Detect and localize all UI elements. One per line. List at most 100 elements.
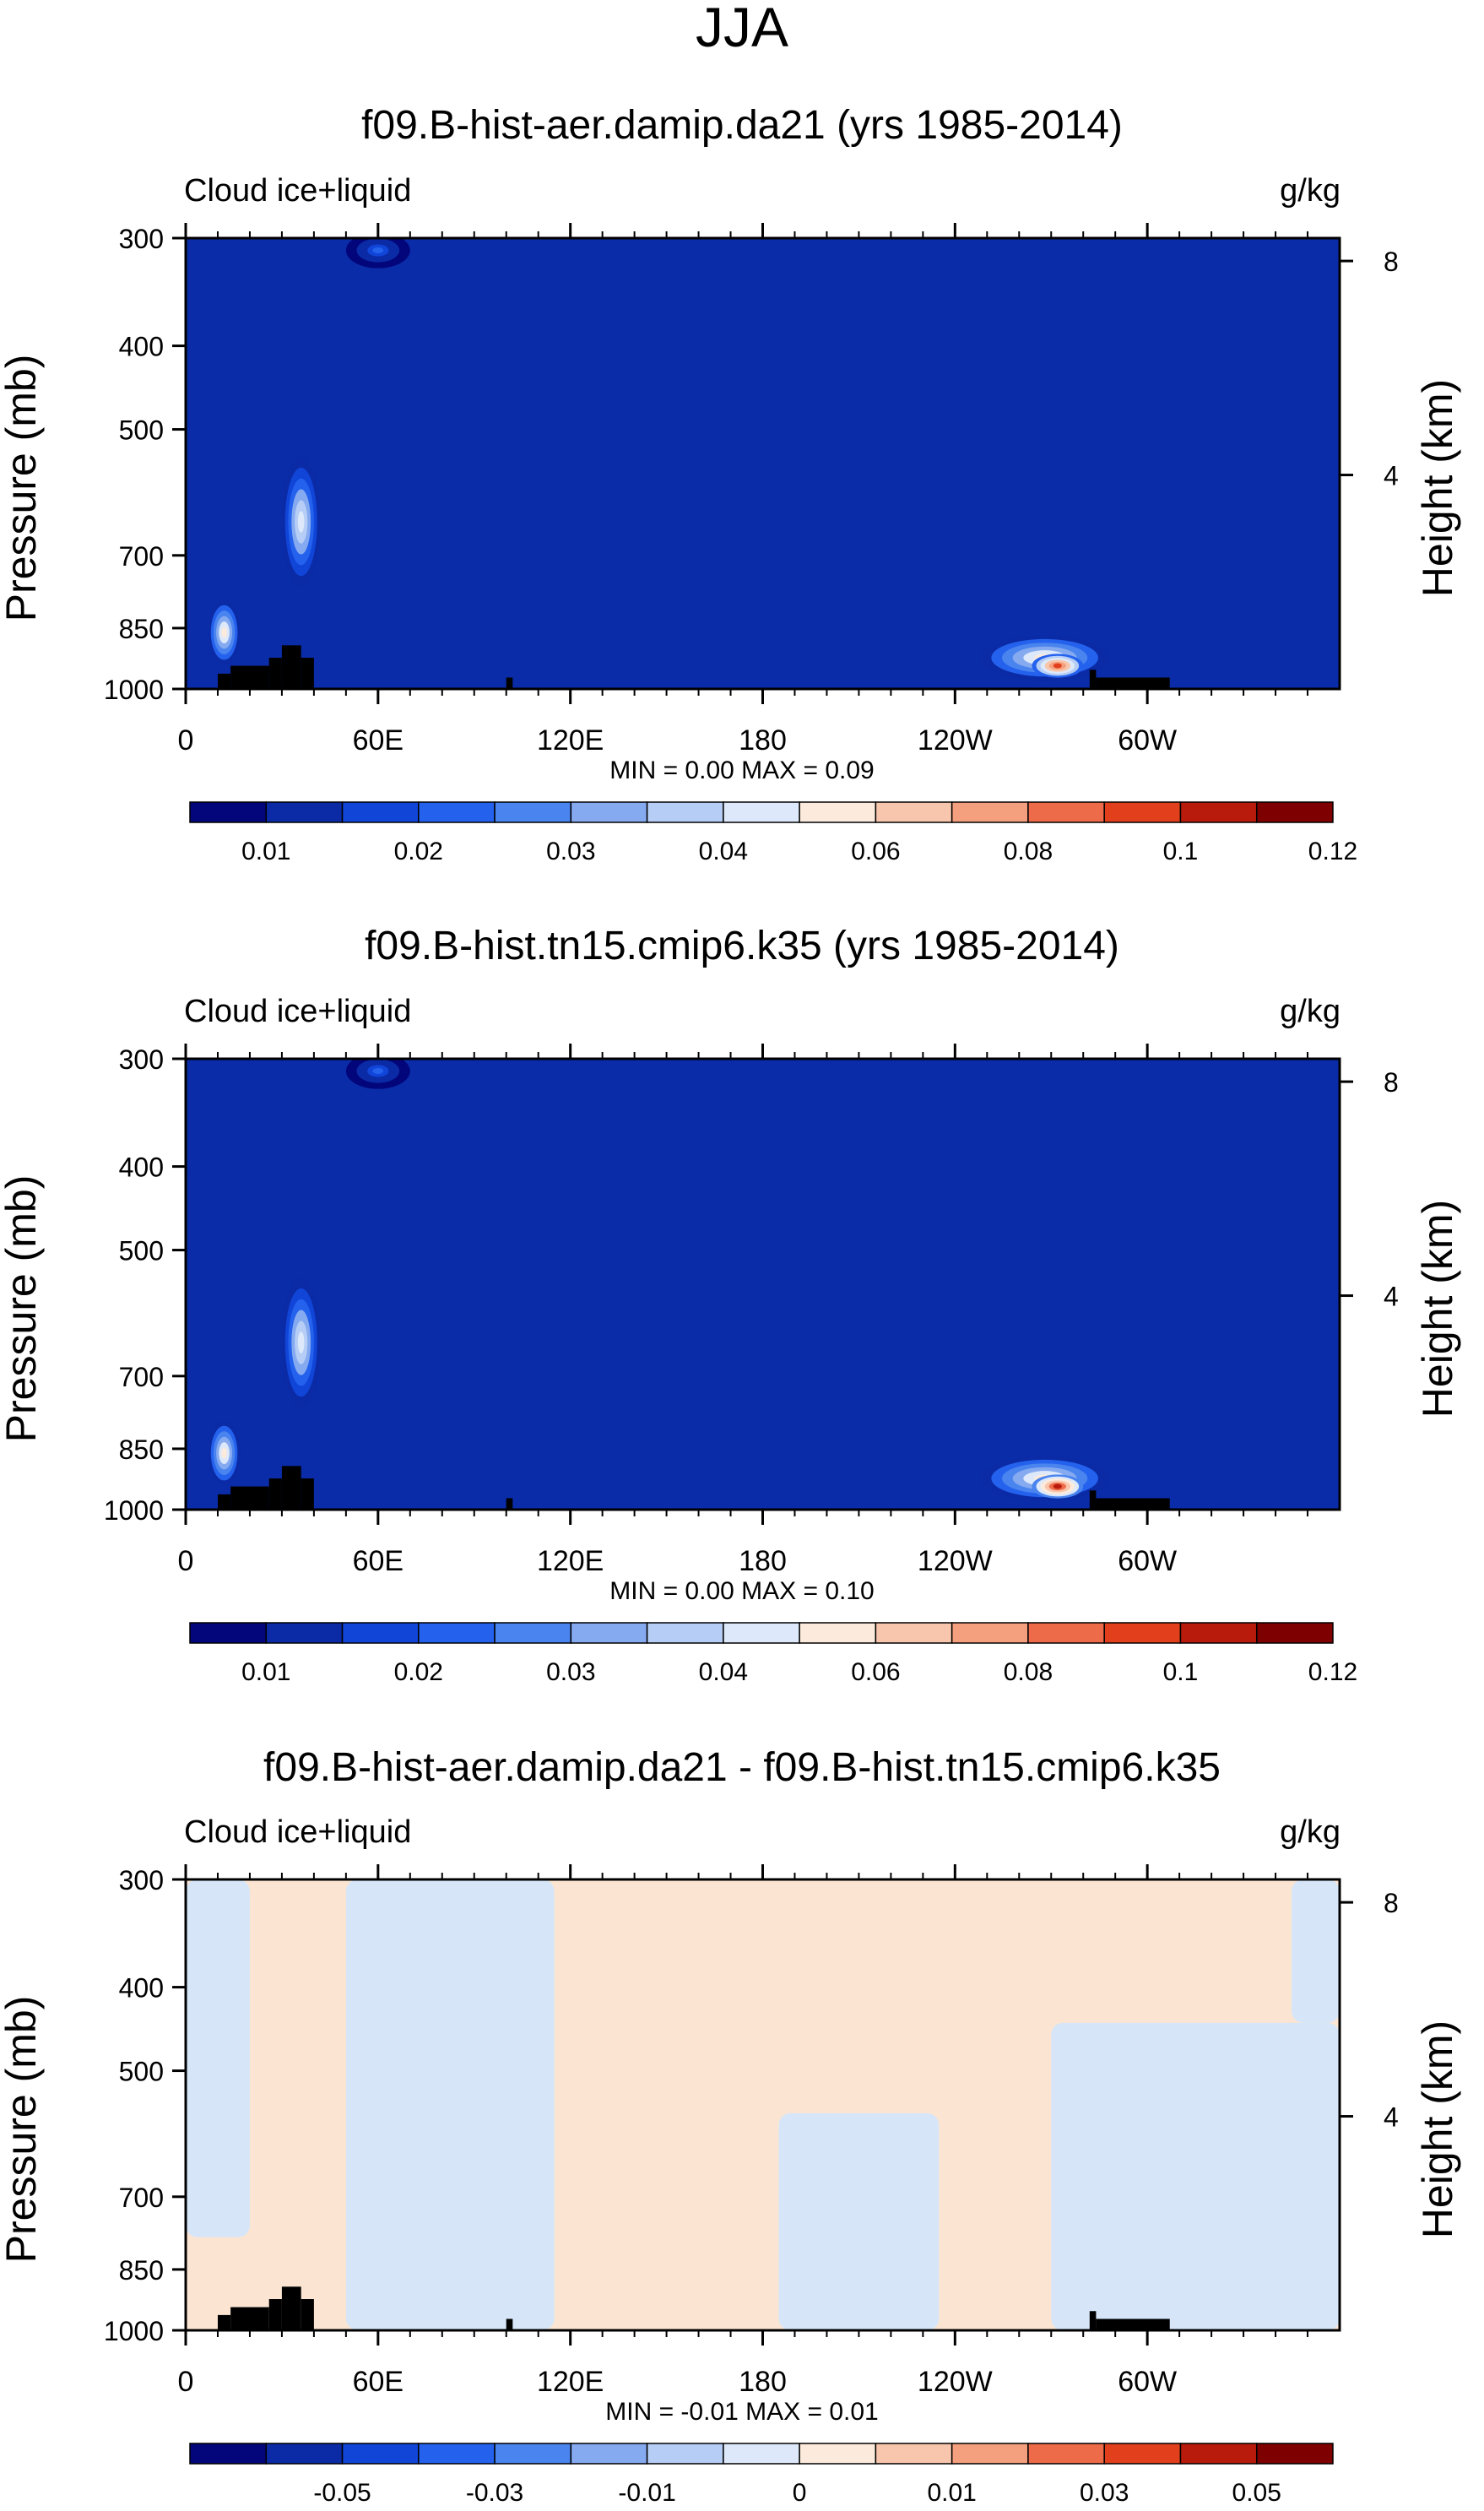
land-mask xyxy=(506,2318,513,2330)
land-mask xyxy=(281,645,301,689)
land-mask xyxy=(268,658,282,689)
panel-middle: f09.B-hist.tn15.cmip6.k35 (yrs 1985-2014… xyxy=(0,924,1461,1686)
colorbar-swatch xyxy=(1027,801,1105,823)
colorbar-swatch xyxy=(799,2443,877,2465)
right-tick-label: 8 xyxy=(1384,1888,1399,1918)
min-max-stats: MIN = 0.00 MAX = 0.09 xyxy=(609,757,875,784)
y-tick-label: 850 xyxy=(119,2255,164,2286)
y-tick-label: 500 xyxy=(119,415,164,446)
variable-label: Cloud ice+liquid xyxy=(184,173,411,209)
colorbar-label: 0.12 xyxy=(1308,838,1357,865)
colorbar-swatch xyxy=(1103,1622,1182,1644)
colorbar-swatch xyxy=(265,1622,344,1644)
y-tick-label: 500 xyxy=(119,2057,164,2087)
x-tick-label: 60E xyxy=(353,724,404,757)
colorbar-swatch xyxy=(189,1622,268,1644)
colorbar-label: 0.1 xyxy=(1163,838,1199,865)
panel-title: f09.B-hist-aer.damip.da21 (yrs 1985-2014… xyxy=(361,103,1123,148)
land-mask xyxy=(1089,670,1097,689)
diff-region xyxy=(778,2112,940,2330)
y-tick-label: 700 xyxy=(119,541,164,572)
colorbar-swatch xyxy=(1179,1622,1258,1644)
variable-label: Cloud ice+liquid xyxy=(184,994,411,1029)
colorbar-swatch xyxy=(189,2443,268,2465)
contour-level xyxy=(221,1447,227,1459)
colorbar: -0.05 -0.03 -0.01 0 0.01 0.03 0.05 xyxy=(189,2443,1334,2507)
y-tick-label: 400 xyxy=(119,1152,164,1183)
colorbar-swatch xyxy=(646,801,724,823)
figure-title: JJA xyxy=(696,0,788,58)
x-tick-label: 120W xyxy=(918,724,993,757)
land-mask xyxy=(506,677,513,689)
land-mask xyxy=(217,2314,231,2330)
colorbar-label: -0.01 xyxy=(618,2479,675,2507)
colorbar-swatch xyxy=(341,1622,420,1644)
colorbar-swatch xyxy=(875,2443,953,2465)
colorbar-label: 0 xyxy=(793,2479,807,2507)
colorbar: 0.01 0.02 0.03 0.04 0.06 0.08 0.1 0.12 xyxy=(189,801,1357,865)
panel-bottom: f09.B-hist-aer.damip.da21 - f09.B-hist.t… xyxy=(0,1745,1461,2507)
land-mask xyxy=(301,1478,314,1510)
y-tick-label: 300 xyxy=(119,224,164,254)
colorbar-swatch xyxy=(646,2443,724,2465)
colorbar-swatch xyxy=(570,801,648,823)
x-tick-label: 60W xyxy=(1118,1545,1177,1577)
y-axis-title: Pressure (mb) xyxy=(0,355,45,622)
panel-title: f09.B-hist.tn15.cmip6.k35 (yrs 1985-2014… xyxy=(365,924,1119,968)
land-mask xyxy=(268,2299,282,2330)
y-tick-label: 1000 xyxy=(104,1495,164,1526)
contour-level xyxy=(221,626,227,638)
units-label: g/kg xyxy=(1280,1814,1340,1850)
colorbar-label: 0.01 xyxy=(241,1658,290,1686)
colorbar-label: 0.06 xyxy=(851,1658,900,1686)
right-tick-label: 8 xyxy=(1384,247,1399,277)
right-tick-label: 4 xyxy=(1384,2102,1399,2133)
right-axis-title: Height (km) xyxy=(1414,1200,1461,1418)
colorbar-label: 0.08 xyxy=(1004,838,1053,865)
land-mask xyxy=(1089,2311,1097,2330)
land-mask xyxy=(1096,1498,1170,1510)
colorbar-label: 0.01 xyxy=(927,2479,976,2507)
right-tick-label: 4 xyxy=(1384,461,1399,491)
contour-level xyxy=(372,1068,384,1075)
x-tick-label: 60E xyxy=(353,2366,404,2398)
right-axis-title: Height (km) xyxy=(1414,2020,1461,2238)
right-axis-title: Height (km) xyxy=(1414,379,1461,597)
x-tick-label: 60W xyxy=(1118,724,1177,757)
y-tick-label: 1000 xyxy=(104,2316,164,2346)
colorbar-swatch xyxy=(341,801,420,823)
colorbar-swatch xyxy=(1179,2443,1258,2465)
land-mask xyxy=(281,2286,301,2330)
colorbar-swatch xyxy=(1103,2443,1182,2465)
colorbar-label: 0.03 xyxy=(546,838,595,865)
panel-top: f09.B-hist-aer.damip.da21 (yrs 1985-2014… xyxy=(0,103,1461,865)
x-tick-label: 120W xyxy=(918,1545,993,1577)
contour-level xyxy=(372,247,384,254)
colorbar-swatch xyxy=(341,2443,420,2465)
colorbar-swatch xyxy=(1103,801,1182,823)
x-tick-label: 120E xyxy=(537,1545,604,1577)
land-mask xyxy=(217,673,231,689)
units-label: g/kg xyxy=(1280,173,1340,209)
x-tick-label: 0 xyxy=(178,1545,194,1577)
colorbar-swatch xyxy=(646,1622,724,1644)
colorbar-label: 0.04 xyxy=(699,1658,748,1686)
field-background xyxy=(186,1059,1340,1510)
colorbar-swatch xyxy=(723,1622,800,1644)
land-mask xyxy=(230,2307,269,2330)
colorbar-swatch xyxy=(570,2443,648,2465)
colorbar-swatch xyxy=(951,2443,1029,2465)
y-tick-label: 850 xyxy=(119,614,164,644)
colorbar-swatch xyxy=(494,2443,572,2465)
colorbar-label: 0.06 xyxy=(851,838,900,865)
y-tick-label: 700 xyxy=(119,1362,164,1392)
contour-level xyxy=(1053,663,1062,669)
colorbar-swatch xyxy=(875,1622,953,1644)
colorbar-label: 0.02 xyxy=(394,838,443,865)
diff-region xyxy=(1292,1879,1340,2023)
colorbar-swatch xyxy=(799,1622,877,1644)
colorbar-swatch xyxy=(1027,2443,1105,2465)
colorbar-swatch xyxy=(875,801,953,823)
colorbar-swatch xyxy=(494,801,572,823)
colorbar-swatch xyxy=(1255,1622,1334,1644)
